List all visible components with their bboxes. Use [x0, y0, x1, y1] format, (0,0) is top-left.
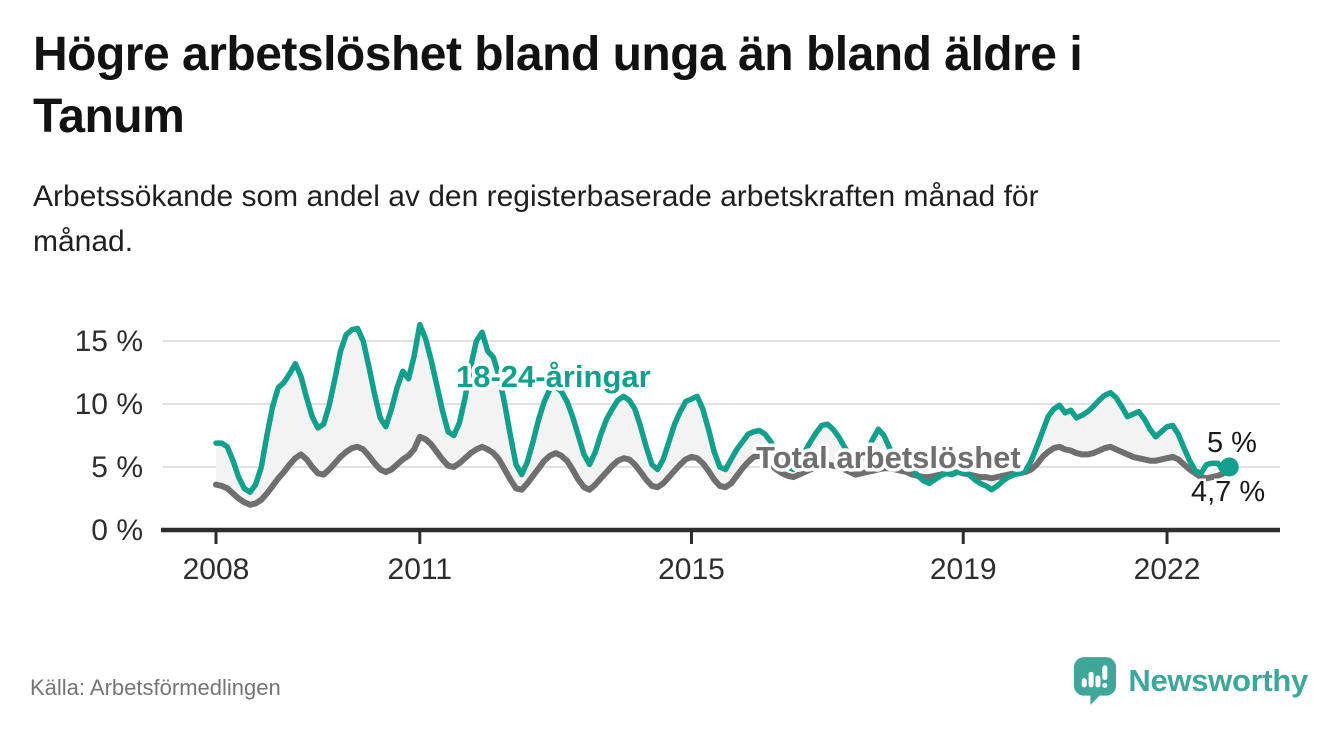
- x-tick-label-2015: 2015: [658, 553, 725, 586]
- end-value-label-youth: 5 %: [1207, 427, 1257, 459]
- youth-unemployment-line: [213, 321, 1233, 495]
- newsworthy-logo-icon: [1074, 657, 1117, 705]
- total-unemployment-line: [213, 433, 1233, 508]
- page-subtitle-line-1: Arbetssökande som andel av den registerb…: [33, 180, 1039, 213]
- x-tick-label-2008: 2008: [183, 553, 250, 586]
- y-tick-label-5: 5 %: [91, 451, 143, 484]
- y-tick-label-10: 10 %: [75, 388, 143, 421]
- x-tick-label-2019: 2019: [930, 553, 997, 586]
- page-subtitle-line-2: månad.: [33, 225, 134, 258]
- x-tick-label-2022: 2022: [1134, 553, 1201, 586]
- x-tick-label-2011: 2011: [388, 553, 453, 586]
- y-tick-label-15: 15 %: [75, 325, 143, 358]
- end-value-label-total: 4,7 %: [1191, 476, 1265, 508]
- series-label-youth: 18-24-åringar: [456, 359, 651, 394]
- series-label-total: Total arbetslöshet: [756, 440, 1021, 475]
- youth-end-dot: [1219, 457, 1239, 477]
- page-subtitle: Arbetssökande som andel av den registerb…: [33, 174, 1039, 264]
- source-note: Källa: Arbetsförmedlingen: [30, 675, 281, 700]
- logo-bars: [1082, 665, 1108, 688]
- page-title-line-2: Tanum: [33, 90, 185, 143]
- newsworthy-logo: Newsworthy: [1073, 656, 1308, 706]
- page-title-line-1: Högre arbetslöshet bland unga än bland ä…: [33, 28, 1083, 81]
- page-title: Högre arbetslöshet bland unga än bland ä…: [33, 24, 1083, 148]
- y-tick-label-0: 0 %: [91, 514, 143, 547]
- newsworthy-logo-text: Newsworthy: [1128, 663, 1308, 698]
